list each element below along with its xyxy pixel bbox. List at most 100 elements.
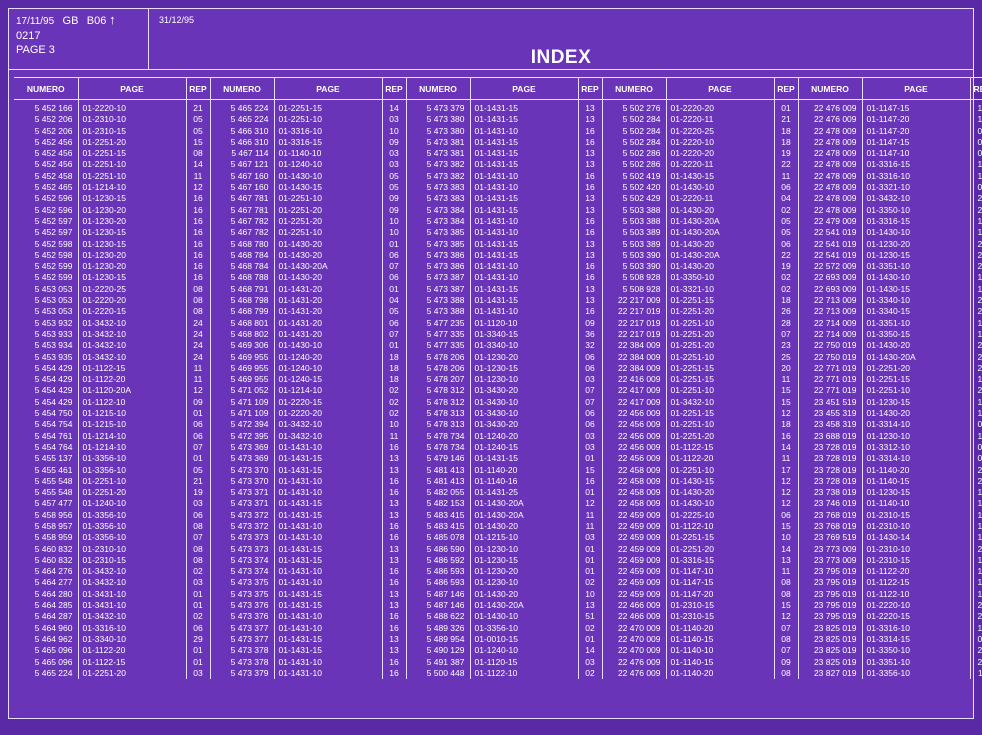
page-cell: 01-2251-10	[665, 385, 774, 397]
numero-cell: 5 473 386	[405, 261, 470, 273]
numero-cell: 5 473 378	[209, 656, 274, 668]
numero-cell: 22 750 019	[797, 340, 862, 352]
numero-cell: 23 728 019	[797, 475, 862, 488]
page-cell: 01-3356-10	[77, 509, 186, 521]
page-cell: 01-3432-10	[273, 419, 382, 431]
numero-cell: 5 483 415	[405, 509, 470, 521]
rep-cell: 13	[381, 498, 406, 510]
rep-cell: 11	[773, 453, 798, 465]
header-page: PAGE 3	[16, 44, 55, 56]
numero-cell: 5 468 784	[209, 249, 274, 262]
page-cell: 01-1140-20	[665, 667, 774, 680]
rep-cell: 13	[577, 114, 602, 126]
rep-cell: 15	[969, 328, 982, 341]
page-cell: 01-1140-20	[861, 464, 970, 476]
rep-cell: 16	[185, 193, 210, 205]
header-code-2: B06	[86, 15, 107, 27]
page-cell: 01-1431-10	[469, 306, 578, 318]
rep-cell: 09	[381, 136, 406, 149]
rep-cell: 18	[773, 419, 798, 431]
rep-cell: 01	[577, 487, 602, 499]
numero-cell: 5 453 053	[34, 306, 73, 317]
numero-cell: 5 471 109	[209, 408, 274, 420]
rep-cell: 16	[381, 475, 406, 488]
numero-cell: 5 454 429	[34, 362, 73, 373]
page-cell: 01-1140-20	[665, 622, 774, 634]
page-cell: 01-1431-15	[469, 193, 578, 205]
numero-cell: 5 453 933	[34, 328, 73, 339]
numero-cell: 5 464 280	[34, 588, 73, 599]
page-cell: 01-1147-15	[861, 136, 970, 149]
numero-cell: 5 464 962	[34, 633, 73, 644]
page-cell: 01-1230-20	[469, 351, 578, 363]
rep-cell: 16	[185, 238, 210, 250]
rep-cell: 24	[969, 611, 982, 623]
rep-cell: 13	[969, 498, 982, 510]
page-cell: 01-2251-20	[273, 215, 382, 228]
page-cell: 01-3321-10	[861, 182, 970, 194]
page-cell: 01-3432-10	[77, 328, 186, 341]
rep-cell: 16	[381, 667, 406, 680]
rep-cell: 14	[969, 159, 982, 171]
table-row: 5 452 456 01-2251-10 14 5 467 121 01-1240-10…	[14, 159, 982, 171]
rep-cell: 04	[381, 295, 406, 307]
page-cell: 01-2251-20	[665, 328, 774, 341]
table-row: 5 453 934 01-3432-10 24 5 469 306 01-1430-10…	[14, 340, 982, 352]
page-cell: 01-1431-20	[273, 306, 382, 318]
numero-cell: 23 825 019	[797, 656, 862, 668]
page-cell: 01-2251-10	[77, 475, 186, 488]
numero-cell: 5 503 389	[601, 238, 666, 250]
column-header-rep: REP	[773, 77, 798, 100]
header-ref: 0217	[16, 30, 41, 42]
numero-cell: 5 473 383	[405, 193, 470, 205]
page-cell: 01-2251-20	[77, 487, 186, 499]
page-cell: 01-3314-10	[861, 419, 970, 431]
page-cell: 01-1230-15	[861, 487, 970, 499]
page-cell: 01-1122-10	[77, 396, 186, 409]
page-cell: 01-3432-10	[77, 577, 186, 589]
table-row: 5 452 166 01-2220-10 21 5 465 224 01-2251-15…	[14, 99, 982, 115]
rep-cell: 13	[577, 159, 602, 171]
page-cell: 01-2220-10	[665, 136, 774, 149]
rep-cell: 08	[773, 633, 798, 646]
page-cell: 01-1214-10	[273, 385, 382, 397]
numero-cell: 22 478 009	[797, 136, 862, 149]
numero-cell: 22 470 009	[601, 622, 666, 634]
index-table: NUMERO PAGE REP NUMERO PAGE REP NUMERO PAGE REP N…	[14, 77, 982, 680]
numero-cell: 5 473 387	[405, 272, 470, 284]
rep-cell: 16	[577, 182, 602, 194]
page-cell: 01-2251-20	[77, 667, 186, 680]
table-row: 5 454 750 01-1215-10 01 5 471 109 01-2220-20…	[14, 408, 982, 420]
numero-cell: 5 460 832	[34, 554, 73, 565]
numero-cell: 22 572 009	[797, 261, 862, 273]
numero-cell: 22 459 009	[601, 509, 666, 521]
numero-cell: 5 473 377	[209, 622, 274, 634]
numero-cell: 5 465 096	[34, 645, 73, 656]
rep-cell: 07	[577, 385, 602, 397]
numero-cell: 5 481 413	[405, 475, 470, 488]
page-cell: 01-1122-20	[77, 374, 186, 386]
rep-cell: 14	[969, 430, 982, 442]
page-cell: 01-1140-15	[665, 633, 774, 646]
numero-cell: 5 452 597	[34, 227, 73, 238]
page-cell: 01-2251-15	[77, 148, 186, 160]
page-cell: 01-1230-20	[77, 249, 186, 262]
rep-cell: 05	[185, 125, 210, 137]
rep-cell: 14	[185, 159, 210, 171]
numero-cell: 22 459 009	[601, 588, 666, 601]
numero-cell: 5 468 791	[209, 283, 274, 296]
page-cell: 01-2251-10	[273, 114, 382, 126]
rep-cell: 10	[773, 532, 798, 544]
numero-cell: 5 491 387	[405, 656, 470, 668]
numero-cell: 23 773 009	[797, 543, 862, 555]
numero-cell: 23 738 019	[797, 487, 862, 499]
page-cell: 01-1230-20	[77, 215, 186, 228]
numero-cell: 5 473 388	[405, 295, 470, 307]
rep-cell: 13	[577, 238, 602, 250]
table-row: 5 460 832 01-2310-15 08 5 473 374 01-1431-15…	[14, 554, 982, 567]
page-cell: 01-1431-10	[469, 215, 578, 228]
header-code-1: GB	[62, 15, 79, 27]
page-cell: 01-2310-10	[861, 543, 970, 555]
numero-cell: 5 473 372	[209, 520, 274, 533]
numero-cell: 5 453 935	[34, 351, 73, 362]
